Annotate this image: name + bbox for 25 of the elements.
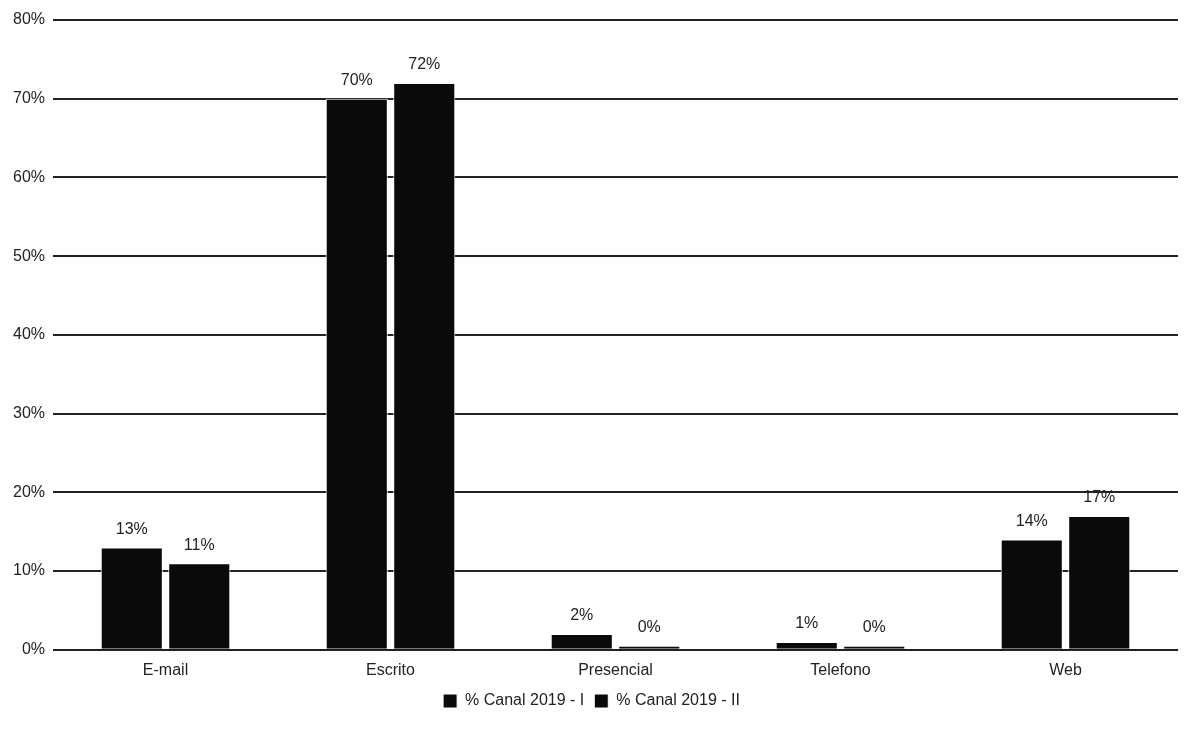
y-tick-label: 30%: [12, 404, 46, 422]
y-tick-label: 60%: [12, 167, 46, 185]
legend-label: % Canal 2019 - I: [465, 691, 585, 709]
y-tick-label: 70%: [12, 89, 46, 107]
data-label: 70%: [340, 71, 373, 89]
y-tick-label: 40%: [12, 325, 46, 343]
data-label: 0%: [862, 618, 886, 636]
x-tick-label: Web: [1049, 660, 1082, 678]
data-label: 13%: [115, 519, 148, 537]
x-tick-label: Telefono: [810, 660, 871, 678]
y-tick-label: 80%: [12, 10, 46, 28]
y-tick-label: 20%: [12, 482, 46, 500]
legend-label: % Canal 2019 - II: [616, 691, 740, 709]
data-label: 0%: [637, 618, 661, 636]
data-label: 2%: [570, 606, 594, 624]
data-label: 1%: [795, 614, 819, 632]
y-tick-label: 0%: [21, 640, 46, 658]
x-tick-label: Escrito: [366, 660, 416, 678]
x-tick-label: E-mail: [142, 660, 189, 678]
y-tick-label: 10%: [12, 561, 46, 579]
y-tick-label: 50%: [12, 246, 46, 264]
data-label: 72%: [408, 55, 441, 73]
data-label: 14%: [1015, 511, 1048, 529]
data-label: 11%: [183, 535, 215, 553]
x-tick-label: Presencial: [578, 660, 653, 678]
